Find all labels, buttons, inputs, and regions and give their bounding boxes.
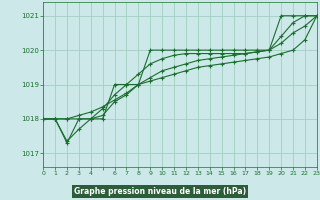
- Text: Graphe pression niveau de la mer (hPa): Graphe pression niveau de la mer (hPa): [74, 187, 246, 196]
